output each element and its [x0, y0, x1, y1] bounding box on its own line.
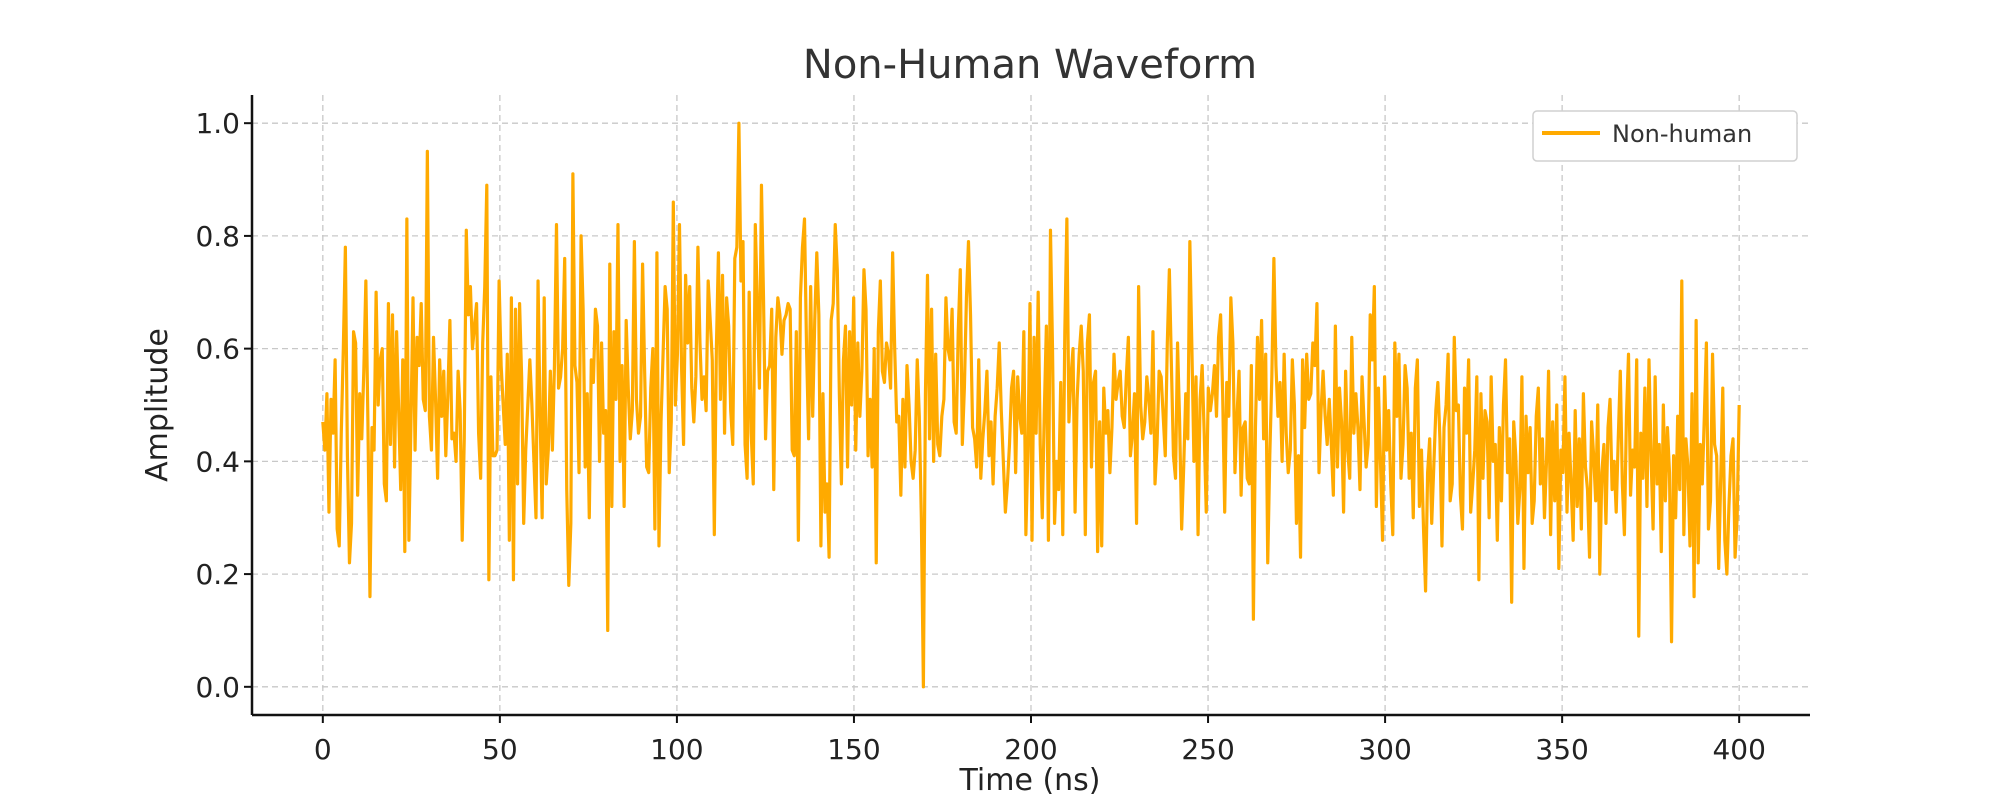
x-tick-label: 100 — [650, 733, 703, 766]
chart-title: Non-Human Waveform — [803, 42, 1257, 88]
y-ticks: 0.0 0.2 0.4 0.6 0.8 1.0 — [195, 107, 252, 704]
x-tick-label: 0 — [314, 733, 332, 766]
legend: Non-human — [1532, 110, 1798, 162]
x-tick-label: 300 — [1358, 733, 1411, 766]
x-tick-label: 200 — [1004, 733, 1057, 766]
y-axis-title: Amplitude — [140, 328, 175, 482]
y-tick-label: 0.2 — [195, 558, 240, 591]
y-tick-label: 0.6 — [195, 333, 240, 366]
x-ticks: 0 50 100 150 200 250 300 350 400 — [314, 715, 1766, 766]
y-tick-label: 0.4 — [195, 445, 240, 478]
x-tick-label: 350 — [1535, 733, 1588, 766]
y-tick-label: 1.0 — [195, 107, 240, 140]
legend-label: Non-human — [1612, 120, 1752, 148]
x-axis-title: Time (ns) — [958, 763, 1100, 798]
legend-box — [1532, 110, 1798, 162]
x-tick-label: 400 — [1712, 733, 1765, 766]
series-line-non-human — [321, 121, 1741, 689]
y-tick-label: 0.0 — [195, 671, 240, 704]
x-tick-label: 150 — [827, 733, 880, 766]
x-tick-label: 50 — [482, 733, 518, 766]
series-layer — [321, 121, 1741, 689]
x-tick-label: 250 — [1181, 733, 1234, 766]
y-tick-label: 0.8 — [195, 220, 240, 253]
